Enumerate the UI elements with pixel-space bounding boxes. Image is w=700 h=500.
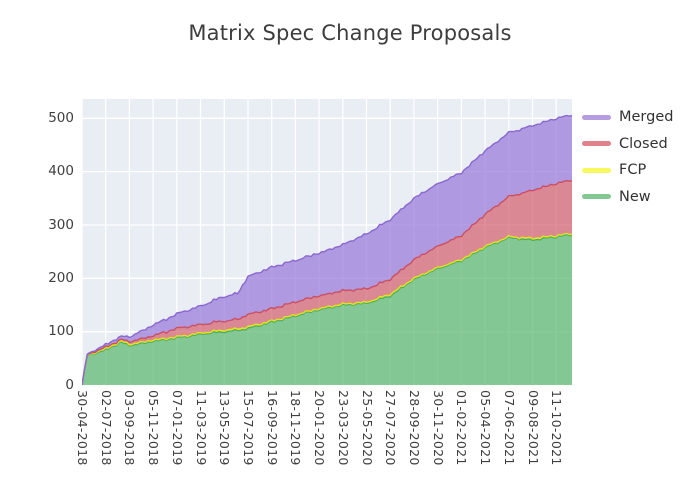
legend-label: New bbox=[619, 188, 651, 205]
legend-item-fcp: FCP bbox=[582, 161, 673, 179]
legend-label: Closed bbox=[619, 135, 668, 152]
x-tick-label: 05-04-2021 bbox=[478, 390, 494, 466]
x-tick-label: 11-03-2019 bbox=[193, 390, 209, 466]
area-new bbox=[82, 234, 572, 385]
x-tick-label: 30-11-2020 bbox=[430, 390, 446, 466]
x-tick-label: 01-02-2021 bbox=[454, 390, 470, 466]
legend-swatch-closed bbox=[582, 141, 611, 146]
y-tick-label: 300 bbox=[48, 216, 74, 233]
legend-swatch-merged bbox=[582, 114, 611, 120]
legend-swatch-new bbox=[582, 194, 611, 199]
x-tick-label: 18-11-2019 bbox=[288, 390, 304, 466]
x-tick-label: 11-10-2021 bbox=[549, 390, 565, 466]
x-tick-label: 09-08-2021 bbox=[525, 390, 541, 466]
edge-merged bbox=[82, 114, 572, 386]
x-tick-label: 28-09-2020 bbox=[406, 390, 422, 466]
edge-closed bbox=[82, 179, 572, 386]
legend-label: FCP bbox=[619, 162, 647, 178]
edge-new bbox=[82, 233, 572, 386]
x-tick-label: 20-01-2020 bbox=[312, 390, 328, 466]
x-tick-label: 25-05-2020 bbox=[359, 390, 375, 466]
area-closed bbox=[82, 180, 572, 385]
x-tick-label: 07-01-2019 bbox=[169, 390, 185, 466]
x-tick-label: 16-09-2019 bbox=[264, 390, 280, 466]
legend-swatch-fcp bbox=[582, 167, 611, 173]
y-tick-label: 500 bbox=[48, 109, 74, 126]
legend: Merged Closed FCP New bbox=[582, 108, 673, 214]
x-tick-label: 03-09-2018 bbox=[122, 390, 138, 466]
y-tick-label: 400 bbox=[48, 163, 74, 180]
y-tick-label: 200 bbox=[48, 269, 74, 286]
legend-label: Merged bbox=[619, 109, 674, 125]
legend-item-merged: Merged bbox=[582, 108, 673, 126]
x-tick-label: 15-07-2019 bbox=[241, 390, 256, 466]
x-tick-label: 13-05-2019 bbox=[217, 390, 233, 466]
x-tick-label: 07-06-2021 bbox=[501, 390, 517, 466]
edge-fcp bbox=[82, 232, 572, 386]
x-tick-label: 05-11-2018 bbox=[146, 390, 162, 466]
legend-item-new: New bbox=[582, 188, 673, 206]
area-bands bbox=[82, 114, 572, 386]
y-tick-label: 0 bbox=[65, 376, 74, 393]
chart-title: Matrix Spec Change Proposals bbox=[188, 21, 512, 45]
y-tick-label: 100 bbox=[48, 323, 74, 340]
legend-item-closed: Closed bbox=[582, 135, 673, 153]
x-tick-label: 23-03-2020 bbox=[335, 390, 351, 466]
x-tick-label: 30-04-2018 bbox=[75, 390, 90, 466]
x-tick-label: 27-07-2020 bbox=[383, 390, 399, 466]
x-tick-label: 02-07-2018 bbox=[98, 390, 114, 466]
